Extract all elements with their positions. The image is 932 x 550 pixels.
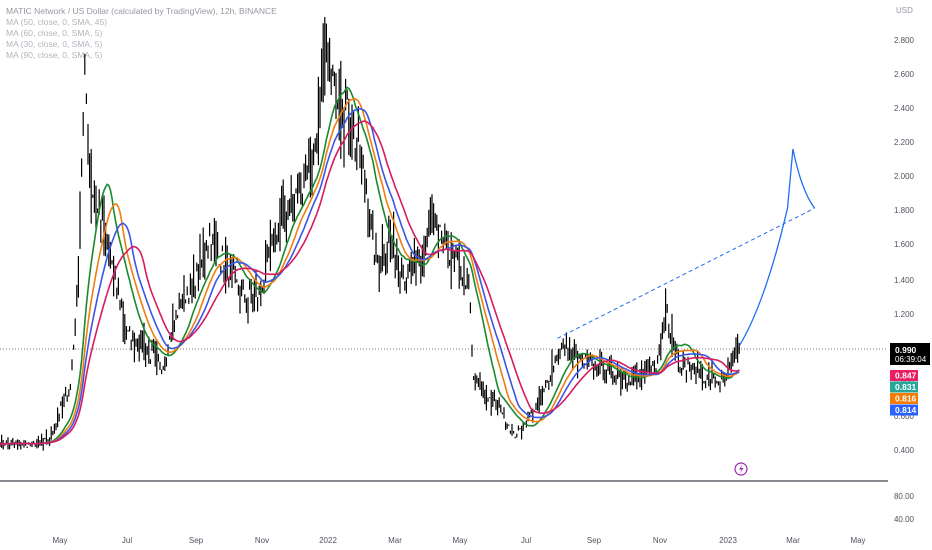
countdown-timer: 06:39:04 [895, 355, 927, 364]
ma-value-badge [890, 404, 918, 416]
time-tick-label: Jul [122, 536, 132, 545]
drawings[interactable] [557, 148, 816, 346]
ma-value-label: 0.816 [895, 394, 917, 404]
chart-title: MATIC Network / US Dollar (calculated by… [6, 6, 277, 16]
time-tick-label: Nov [653, 536, 667, 545]
price-tick-label: 1.800 [894, 206, 915, 215]
ma-value-badge [890, 381, 918, 393]
chart-legend: MATIC Network / US Dollar (calculated by… [6, 6, 277, 61]
price-tick-label: 1.200 [894, 310, 915, 319]
price-axis[interactable]: 2.800 2.600 2.400 2.200 2.000 1.800 1.600 1.400… [894, 36, 915, 524]
moving-averages [0, 86, 740, 447]
time-tick-label: Mar [388, 536, 402, 545]
price-tick-label: 2.000 [894, 172, 915, 181]
time-tick-label: Nov [255, 536, 269, 545]
time-axis[interactable]: May Jul Sep Nov 2022 Mar May Jul Sep Nov 2023 Mar Ma… [52, 536, 865, 545]
price-tick-label: 2.400 [894, 104, 915, 113]
time-tick-label: Sep [189, 536, 204, 545]
indicator-ma-3[interactable]: MA (30, close, 0, SMA, 5) [6, 39, 103, 49]
lightning-icon[interactable] [734, 462, 748, 476]
ma-value-label: 0.831 [895, 382, 917, 392]
current-price-badge [890, 343, 930, 365]
time-tick-label: Jul [521, 536, 531, 545]
ma-value-badge [890, 370, 918, 381]
price-tick-label: 40.00 [894, 515, 915, 524]
ma-orange-line [0, 97, 740, 447]
price-tick-label: 1.600 [894, 240, 915, 249]
ma-value-badge [890, 393, 918, 404]
projection-path [739, 148, 816, 346]
price-tick-label: 2.200 [894, 138, 915, 147]
price-tick-label: 0.600 [894, 412, 915, 421]
price-tick-label: 1.400 [894, 276, 915, 285]
indicator-ma-2[interactable]: MA (60, close, 0, SMA, 5) [6, 28, 103, 38]
time-tick-label: 2022 [319, 536, 337, 545]
price-candles [0, 17, 740, 451]
ma-value-label: 0.847 [895, 371, 917, 381]
trendline [557, 207, 815, 339]
currency-label: USD [896, 6, 913, 15]
time-tick-label: May [52, 536, 67, 545]
time-tick-label: 2023 [719, 536, 737, 545]
ma-pink-line [0, 120, 740, 447]
time-tick-label: Sep [587, 536, 602, 545]
price-tick-label: 0.400 [894, 446, 915, 455]
time-tick-label: Mar [786, 536, 800, 545]
indicator-ma-1[interactable]: MA (50, close, 0, SMA, 45) [6, 17, 108, 27]
current-price-value: 0.990 [895, 345, 917, 355]
price-tick-label: 2.600 [894, 70, 915, 79]
price-tick-label: 2.800 [894, 36, 915, 45]
ma-value-label: 0.814 [895, 405, 917, 415]
price-tick-label: 80.00 [894, 492, 915, 501]
indicator-ma-4[interactable]: MA (90, close, 0, SMA, 5) [6, 50, 103, 60]
time-tick-label: May [850, 536, 865, 545]
ma-blue-line [0, 107, 740, 447]
time-tick-label: May [452, 536, 467, 545]
